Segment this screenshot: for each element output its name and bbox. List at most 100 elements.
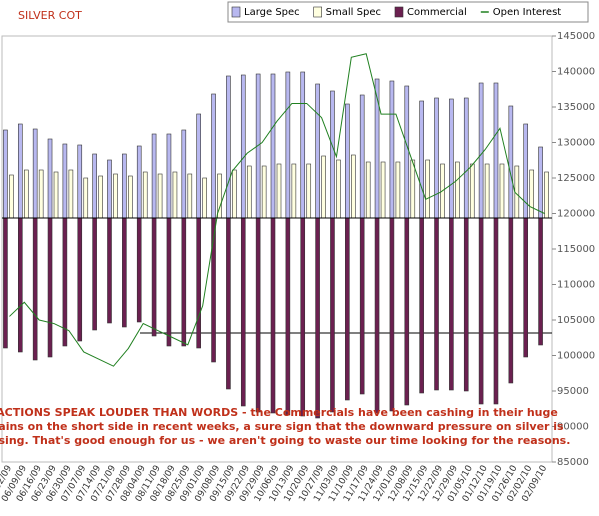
bar <box>419 100 424 219</box>
bar <box>463 217 469 392</box>
bar <box>122 217 127 328</box>
bar <box>181 129 187 219</box>
bar <box>32 217 38 361</box>
y2-tick-label: 110000 <box>557 280 595 291</box>
legend-label: Commercial <box>407 7 467 18</box>
bar <box>113 173 118 219</box>
bar <box>246 165 252 219</box>
bar <box>315 217 320 419</box>
bar <box>478 217 484 405</box>
legend-label: Large Spec <box>244 7 300 18</box>
bar <box>77 144 83 219</box>
bar <box>92 217 97 331</box>
bar <box>122 153 127 219</box>
bar <box>404 217 410 406</box>
bar <box>365 161 371 219</box>
bar <box>151 217 157 337</box>
bar <box>434 217 439 391</box>
line <box>9 53 545 367</box>
bar <box>508 217 514 384</box>
bar <box>3 217 8 349</box>
bar <box>17 123 23 219</box>
bar <box>17 217 23 353</box>
bar <box>434 97 439 219</box>
y2-tick-label: 105000 <box>557 315 595 326</box>
bar <box>128 175 133 219</box>
bar <box>107 217 112 324</box>
bar <box>47 217 53 358</box>
bar <box>493 82 499 219</box>
bar <box>291 163 297 219</box>
bar <box>514 165 520 219</box>
bar <box>336 159 341 219</box>
bar <box>395 161 401 219</box>
bar <box>529 169 535 219</box>
y2-tick-label: 145000 <box>557 31 595 42</box>
y2-tick-label: 125000 <box>557 173 595 184</box>
bar <box>187 173 193 219</box>
bar <box>538 146 543 219</box>
bar <box>38 169 44 219</box>
bar <box>330 90 335 219</box>
bar <box>389 80 395 219</box>
bar <box>538 217 543 346</box>
bar <box>166 217 172 347</box>
bar <box>359 217 365 395</box>
annotation: gains on the short side in recent weeks,… <box>0 420 564 433</box>
bar <box>321 155 326 219</box>
bar <box>9 174 14 219</box>
bar <box>410 159 416 219</box>
annotation: easing. That's good enough for us - we a… <box>0 434 570 447</box>
bar <box>315 83 320 219</box>
y2-tick-label: 85000 <box>557 457 589 468</box>
y2-tick-label: 100000 <box>557 351 595 362</box>
legend-swatch <box>231 6 241 18</box>
bar <box>181 217 187 347</box>
bar <box>469 163 475 219</box>
bar <box>351 154 356 219</box>
plot-area <box>1 35 553 463</box>
bar <box>285 71 291 219</box>
bar <box>32 128 38 219</box>
bar <box>455 161 460 219</box>
y2-tick-label: 120000 <box>557 209 595 220</box>
bar <box>449 217 454 391</box>
y2-tick-label: 130000 <box>557 138 595 149</box>
bar <box>508 105 514 219</box>
bar <box>493 217 499 405</box>
legend-label: Open Interest <box>493 7 562 18</box>
bar <box>499 163 505 219</box>
bar <box>255 217 261 413</box>
bar <box>98 175 103 219</box>
bar <box>261 165 267 219</box>
bar <box>166 133 172 219</box>
bar <box>276 163 282 219</box>
bar <box>92 153 97 219</box>
bar <box>240 74 246 219</box>
bar <box>463 97 469 219</box>
bar <box>449 98 454 219</box>
bar <box>478 82 484 219</box>
bar <box>544 171 549 219</box>
bar <box>300 217 306 417</box>
bar <box>389 217 395 412</box>
legend-swatch <box>394 6 404 18</box>
bar <box>226 75 231 219</box>
bar <box>77 217 83 342</box>
bar <box>68 169 74 219</box>
bar <box>380 161 386 219</box>
bar <box>136 145 142 219</box>
bar <box>232 169 237 219</box>
bar <box>270 217 276 414</box>
bar <box>196 113 201 219</box>
annotation: ACTIONS SPEAK LOUDER THAN WORDS - the Co… <box>0 406 558 419</box>
y2-tick-label: 140000 <box>557 67 595 78</box>
bar <box>374 217 380 414</box>
chart-title: SILVER COT <box>18 9 82 22</box>
bar <box>202 177 207 219</box>
bar <box>359 94 365 219</box>
bar <box>270 73 276 219</box>
y2-tick-label: 90000 <box>557 422 589 433</box>
bar <box>345 103 350 219</box>
bar <box>107 159 112 219</box>
